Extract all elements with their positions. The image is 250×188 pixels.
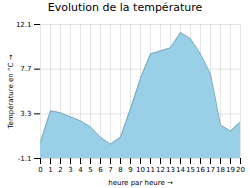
svg-text:20: 20 — [236, 166, 245, 174]
svg-text:12.1: 12.1 — [16, 21, 32, 29]
svg-text:8: 8 — [118, 166, 122, 174]
svg-text:9: 9 — [128, 166, 132, 174]
svg-text:7: 7 — [108, 166, 112, 174]
svg-text:2: 2 — [58, 166, 62, 174]
svg-text:11: 11 — [146, 166, 155, 174]
svg-text:3.3: 3.3 — [20, 110, 31, 118]
svg-text:12: 12 — [156, 166, 165, 174]
svg-text:15: 15 — [186, 166, 195, 174]
svg-text:16: 16 — [196, 166, 205, 174]
svg-text:7.7: 7.7 — [20, 65, 31, 73]
svg-text:5: 5 — [88, 166, 92, 174]
svg-text:19: 19 — [226, 166, 235, 174]
svg-text:4: 4 — [78, 166, 83, 174]
svg-text:17: 17 — [206, 166, 215, 174]
svg-text:14: 14 — [176, 166, 185, 174]
svg-text:0: 0 — [38, 166, 42, 174]
svg-text:13: 13 — [166, 166, 175, 174]
svg-text:10: 10 — [136, 166, 145, 174]
svg-text:heure par heure →: heure par heure → — [108, 179, 173, 187]
svg-text:18: 18 — [216, 166, 225, 174]
html-text:Evolution de la température: Evolution de la température — [47, 1, 203, 14]
svg-text:6: 6 — [98, 166, 103, 174]
svg-text:-1.1: -1.1 — [18, 155, 32, 163]
svg-text:Température en °C →: Température en °C → — [7, 54, 15, 129]
svg-text:3: 3 — [68, 166, 72, 174]
svg-text:1: 1 — [48, 166, 52, 174]
